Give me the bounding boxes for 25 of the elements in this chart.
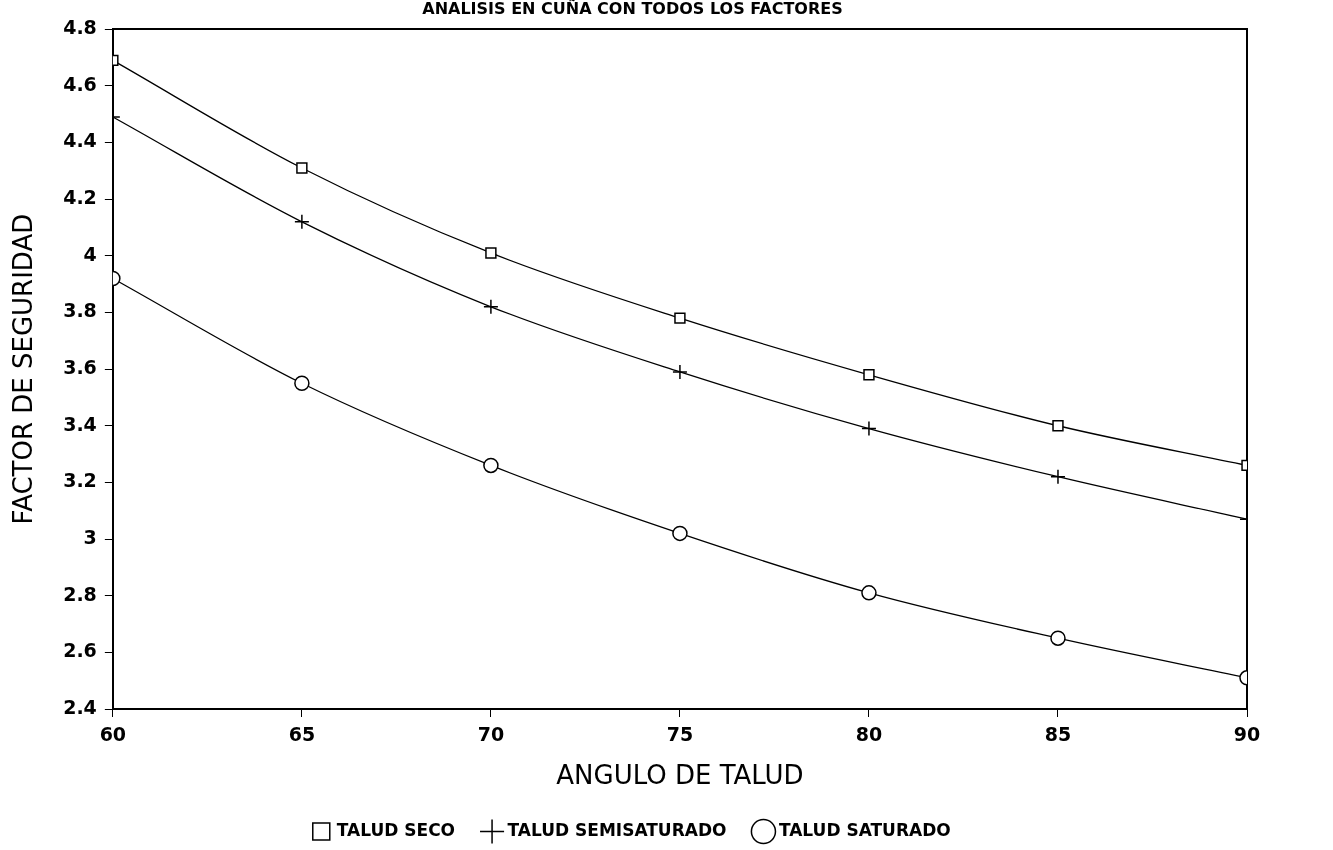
legend-label: TALUD SATURADO [778,819,951,840]
x-tick-label: 75 [666,723,694,746]
y-axis-title: FACTOR DE SEGURIDAD [8,213,39,525]
y-tick-label: 2.8 [63,582,97,605]
legend-label: TALUD SECO [336,819,456,840]
x-tick-label: 60 [99,723,127,746]
y-tick-label: 3.8 [63,299,97,322]
y-tick-label: 3 [83,525,97,548]
y-tick-label: 3.4 [63,412,97,435]
x-tick-label: 70 [477,723,505,746]
y-tick-label: 3.6 [63,356,97,379]
y-tick-label: 4.6 [63,72,97,95]
y-tick-label: 4.2 [63,186,97,209]
y-tick-label: 2.4 [63,695,97,718]
legend-label: TALUD SEMISATURADO [507,819,727,840]
y-tick-label: 4.4 [63,129,97,152]
y-tick-label: 3.2 [63,469,97,492]
x-tick-label: 65 [288,723,316,746]
x-tick-label: 90 [1233,723,1261,746]
y-tick-label: 4 [83,242,97,265]
x-axis-title: ANGULO DE TALUD [556,760,804,791]
y-tick-label: 2.6 [63,639,97,662]
x-tick-label: 80 [855,723,883,746]
x-tick-label: 85 [1044,723,1072,746]
y-tick-label: 4.8 [63,16,97,39]
